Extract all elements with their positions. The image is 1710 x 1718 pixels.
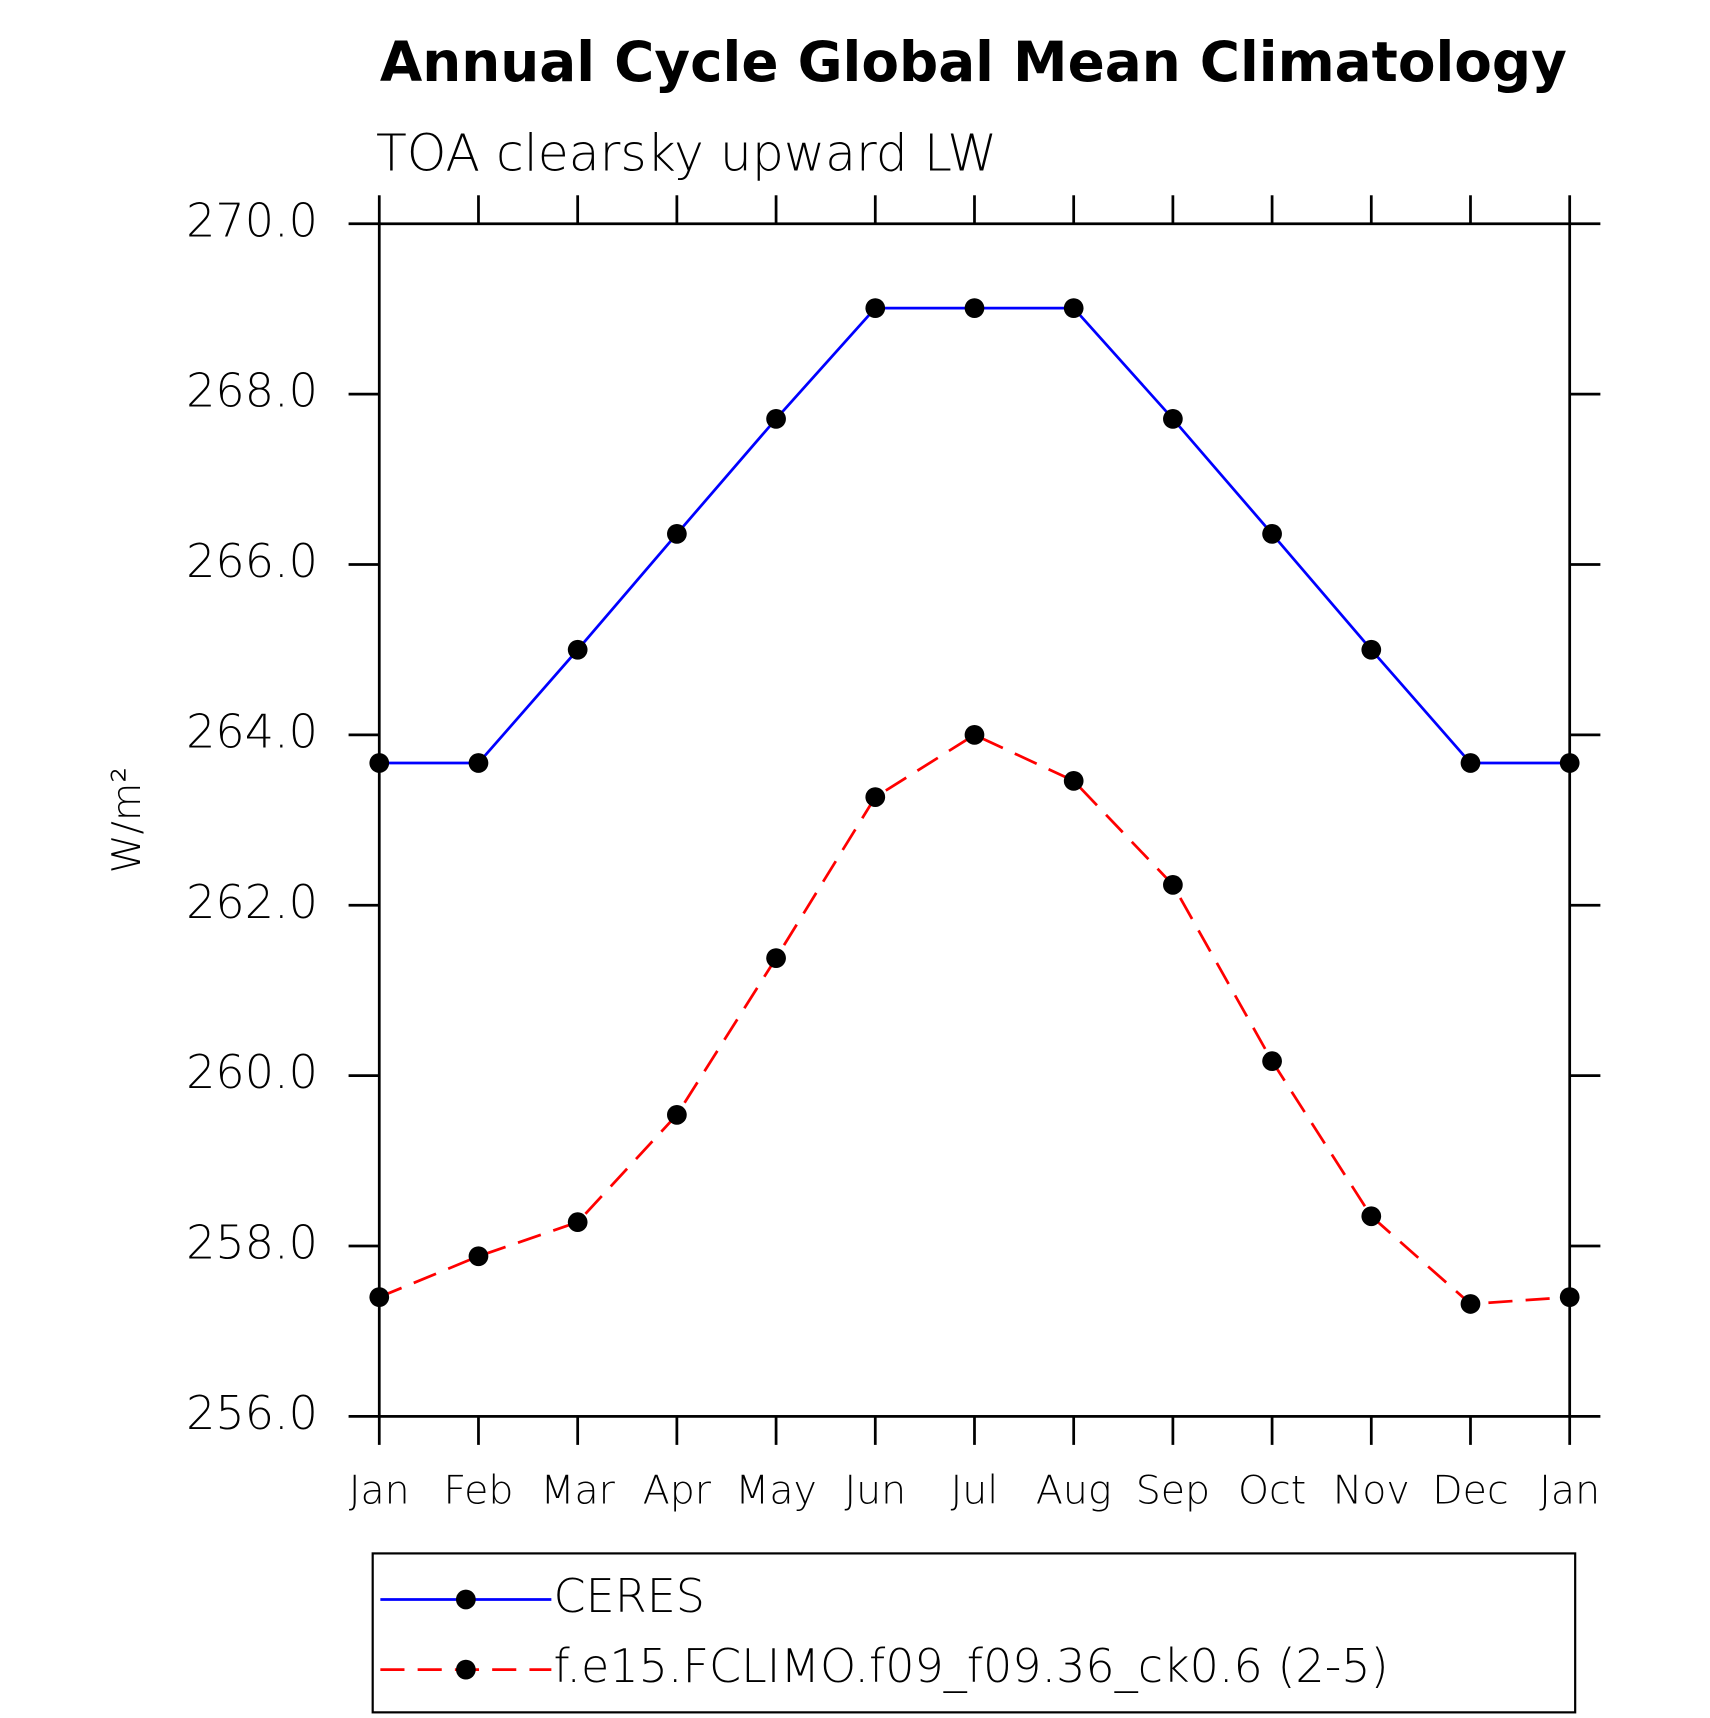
y-tick-label: 270.0 xyxy=(186,193,318,247)
x-tick-label: Jan xyxy=(349,1468,410,1514)
chart-subtitle: TOA clearsky upward LW xyxy=(376,123,997,182)
series-marker xyxy=(1460,753,1481,773)
series-marker xyxy=(1163,408,1183,429)
series-marker xyxy=(369,1287,390,1307)
series-marker xyxy=(1063,298,1084,318)
y-tick-label: 266.0 xyxy=(186,534,318,588)
series-marker xyxy=(369,753,390,773)
x-tick-label: Nov xyxy=(1333,1468,1410,1514)
y-tick-label: 256.0 xyxy=(186,1386,318,1440)
series-marker xyxy=(865,298,886,318)
chart-title: Annual Cycle Global Mean Climatology xyxy=(380,30,1567,94)
series-marker xyxy=(667,1104,687,1125)
y-tick-label: 264.0 xyxy=(186,704,318,758)
series-marker xyxy=(1163,874,1183,895)
series-marker xyxy=(1559,753,1580,773)
legend-marker xyxy=(456,1659,476,1680)
series-marker xyxy=(567,639,588,660)
legend-marker xyxy=(456,1589,476,1610)
x-tick-label: Jan xyxy=(1539,1468,1600,1514)
x-tick-label: Dec xyxy=(1432,1468,1508,1514)
x-tick-label: Mar xyxy=(540,1468,615,1514)
y-tick-label: 268.0 xyxy=(186,364,318,418)
x-tick-label: Sep xyxy=(1136,1468,1210,1514)
y-axis-label: W/m² xyxy=(104,767,150,874)
series-marker xyxy=(468,1246,489,1267)
series-marker xyxy=(766,408,786,429)
legend-label: CERES xyxy=(554,1569,705,1623)
series-marker xyxy=(865,787,886,807)
series-marker xyxy=(1559,1287,1580,1307)
series-marker xyxy=(1361,639,1382,660)
series-marker xyxy=(468,753,489,773)
y-tick-label: 258.0 xyxy=(186,1216,318,1270)
series-marker xyxy=(1262,1051,1282,1072)
series-marker xyxy=(1361,1206,1382,1227)
series-marker xyxy=(964,298,985,318)
x-tick-label: Aug xyxy=(1036,1468,1112,1514)
x-tick-label: Feb xyxy=(444,1468,514,1514)
y-tick-label: 260.0 xyxy=(186,1045,318,1099)
legend-label: f.e15.FCLIMO.f09_f09.36_ck0.6 (2-5) xyxy=(554,1639,1389,1693)
series-marker xyxy=(1063,771,1084,791)
legend-box xyxy=(371,1552,1577,1714)
y-tick-label: 262.0 xyxy=(186,875,318,929)
series-marker xyxy=(964,725,985,745)
x-tick-label: May xyxy=(735,1468,817,1514)
x-tick-label: Jul xyxy=(951,1468,999,1514)
series-marker xyxy=(1262,523,1282,544)
series-marker xyxy=(1460,1294,1481,1314)
series-marker xyxy=(667,523,687,544)
x-tick-label: Apr xyxy=(643,1468,712,1514)
x-tick-label: Oct xyxy=(1238,1468,1306,1514)
series-marker xyxy=(567,1212,588,1233)
series-marker xyxy=(766,948,786,968)
x-tick-label: Jun xyxy=(844,1468,906,1514)
